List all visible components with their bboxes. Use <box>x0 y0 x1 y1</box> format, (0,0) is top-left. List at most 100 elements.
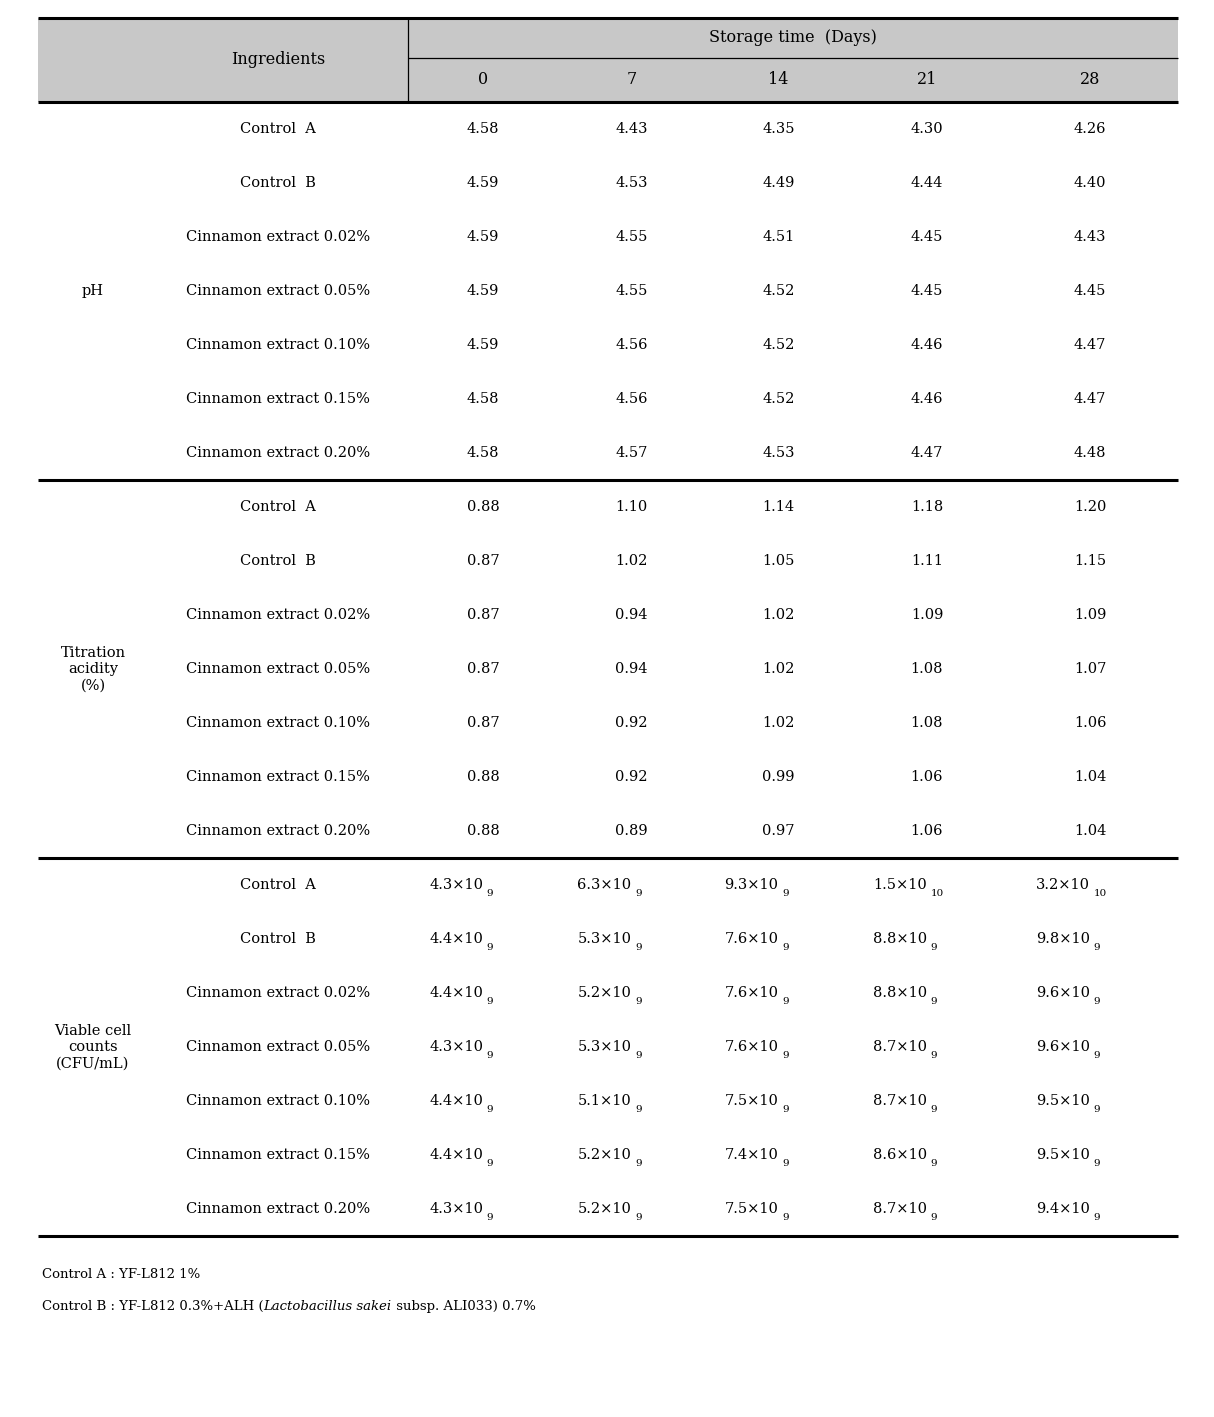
Text: 4.4×10: 4.4×10 <box>429 1148 483 1162</box>
Text: Cinnamon extract 0.15%: Cinnamon extract 0.15% <box>186 393 370 407</box>
Text: 4.58: 4.58 <box>466 446 499 461</box>
Text: Cinnamon extract 0.10%: Cinnamon extract 0.10% <box>186 716 370 730</box>
Text: 4.52: 4.52 <box>762 393 795 407</box>
Text: 1.08: 1.08 <box>910 716 943 730</box>
Text: 9: 9 <box>931 1105 937 1114</box>
Text: 4.47: 4.47 <box>1074 393 1106 407</box>
Text: 4.52: 4.52 <box>762 339 795 351</box>
Text: 1.09: 1.09 <box>910 608 943 622</box>
Text: 9.5×10: 9.5×10 <box>1036 1148 1090 1162</box>
Text: 7.5×10: 7.5×10 <box>725 1094 778 1108</box>
Text: Ingredients: Ingredients <box>231 51 325 68</box>
Text: Lactobacillus sakei: Lactobacillus sakei <box>263 1299 392 1314</box>
Text: 0.87: 0.87 <box>466 716 499 730</box>
Text: Cinnamon extract 0.20%: Cinnamon extract 0.20% <box>186 825 370 837</box>
Text: 1.06: 1.06 <box>1073 716 1106 730</box>
Text: 0.97: 0.97 <box>762 825 795 837</box>
Text: 4.4×10: 4.4×10 <box>429 986 483 1000</box>
Bar <box>38 373 1178 427</box>
Text: 4.57: 4.57 <box>615 446 648 461</box>
Bar <box>38 696 1178 750</box>
Bar <box>38 480 1178 534</box>
Text: 3.2×10: 3.2×10 <box>1036 879 1090 891</box>
Text: 8.7×10: 8.7×10 <box>873 1040 927 1054</box>
Bar <box>38 803 1178 859</box>
Text: 9: 9 <box>782 942 789 952</box>
Text: 4.55: 4.55 <box>615 230 648 244</box>
Text: 5.3×10: 5.3×10 <box>578 932 631 947</box>
Bar <box>38 966 1178 1020</box>
Text: 4.40: 4.40 <box>1073 176 1106 190</box>
Text: 4.4×10: 4.4×10 <box>429 1094 483 1108</box>
Text: 9: 9 <box>487 1213 493 1221</box>
Text: 10: 10 <box>931 888 944 898</box>
Text: 9: 9 <box>1094 942 1100 952</box>
Text: 9: 9 <box>635 996 642 1006</box>
Text: 7.6×10: 7.6×10 <box>725 986 778 1000</box>
Text: 9.3×10: 9.3×10 <box>725 879 778 891</box>
Bar <box>38 913 1178 966</box>
Text: 9: 9 <box>1094 1051 1100 1060</box>
Text: 9: 9 <box>931 996 937 1006</box>
Text: Cinnamon extract 0.10%: Cinnamon extract 0.10% <box>186 1094 370 1108</box>
Text: Cinnamon extract 0.02%: Cinnamon extract 0.02% <box>186 230 370 244</box>
Text: 5.2×10: 5.2×10 <box>578 1202 631 1216</box>
Text: 1.20: 1.20 <box>1074 500 1106 514</box>
Text: 0.92: 0.92 <box>615 769 648 784</box>
Text: 4.43: 4.43 <box>615 122 648 136</box>
Text: 9.6×10: 9.6×10 <box>1036 1040 1090 1054</box>
Text: 4.46: 4.46 <box>910 393 943 407</box>
Text: 4.45: 4.45 <box>910 230 943 244</box>
Text: Control  A: Control A <box>240 500 316 514</box>
Text: 9: 9 <box>487 942 493 952</box>
Text: 9: 9 <box>487 1159 493 1168</box>
Text: Cinnamon extract 0.02%: Cinnamon extract 0.02% <box>186 986 370 1000</box>
Text: 4.47: 4.47 <box>910 446 943 461</box>
Text: 4.59: 4.59 <box>467 176 499 190</box>
Text: 4.59: 4.59 <box>467 339 499 351</box>
Text: 4.26: 4.26 <box>1073 122 1106 136</box>
Text: 0.88: 0.88 <box>466 500 499 514</box>
Text: 8.7×10: 8.7×10 <box>873 1202 927 1216</box>
Text: Cinnamon extract 0.10%: Cinnamon extract 0.10% <box>186 339 370 351</box>
Text: 1.07: 1.07 <box>1074 662 1106 676</box>
Text: 1.04: 1.04 <box>1074 769 1106 784</box>
Text: 9: 9 <box>1094 996 1100 1006</box>
Text: 4.59: 4.59 <box>467 230 499 244</box>
Text: 9: 9 <box>1094 1105 1100 1114</box>
Bar <box>38 1128 1178 1182</box>
Text: 9: 9 <box>635 1213 642 1221</box>
Text: 9: 9 <box>487 888 493 898</box>
Text: Viable cell
counts
(CFU/mL): Viable cell counts (CFU/mL) <box>55 1024 131 1070</box>
Text: Control  A: Control A <box>240 122 316 136</box>
Bar <box>38 534 1178 588</box>
Text: 4.56: 4.56 <box>615 339 648 351</box>
Text: 9.6×10: 9.6×10 <box>1036 986 1090 1000</box>
Text: Titration
acidity
(%): Titration acidity (%) <box>61 646 125 691</box>
Text: Control  A: Control A <box>240 879 316 891</box>
Text: 9: 9 <box>782 1105 789 1114</box>
Bar <box>38 210 1178 264</box>
Text: 4.56: 4.56 <box>615 393 648 407</box>
Text: 1.10: 1.10 <box>615 500 647 514</box>
Text: 0.87: 0.87 <box>466 662 499 676</box>
Text: 1.08: 1.08 <box>910 662 943 676</box>
Bar <box>38 18 1178 102</box>
Text: Control  B: Control B <box>240 176 316 190</box>
Text: 7.6×10: 7.6×10 <box>725 932 778 947</box>
Text: 8.6×10: 8.6×10 <box>873 1148 927 1162</box>
Text: 9: 9 <box>782 1213 789 1221</box>
Text: 4.44: 4.44 <box>910 176 943 190</box>
Text: 9.4×10: 9.4×10 <box>1036 1202 1090 1216</box>
Text: 4.3×10: 4.3×10 <box>429 1040 483 1054</box>
Text: 5.1×10: 5.1×10 <box>578 1094 631 1108</box>
Bar <box>38 642 1178 696</box>
Text: 1.15: 1.15 <box>1074 554 1106 568</box>
Text: 9: 9 <box>931 1213 937 1221</box>
Bar <box>38 1074 1178 1128</box>
Text: 9: 9 <box>487 1051 493 1060</box>
Text: 7.4×10: 7.4×10 <box>725 1148 778 1162</box>
Text: Storage time  (Days): Storage time (Days) <box>709 30 877 47</box>
Text: 4.48: 4.48 <box>1073 446 1106 461</box>
Text: 8.8×10: 8.8×10 <box>873 986 927 1000</box>
